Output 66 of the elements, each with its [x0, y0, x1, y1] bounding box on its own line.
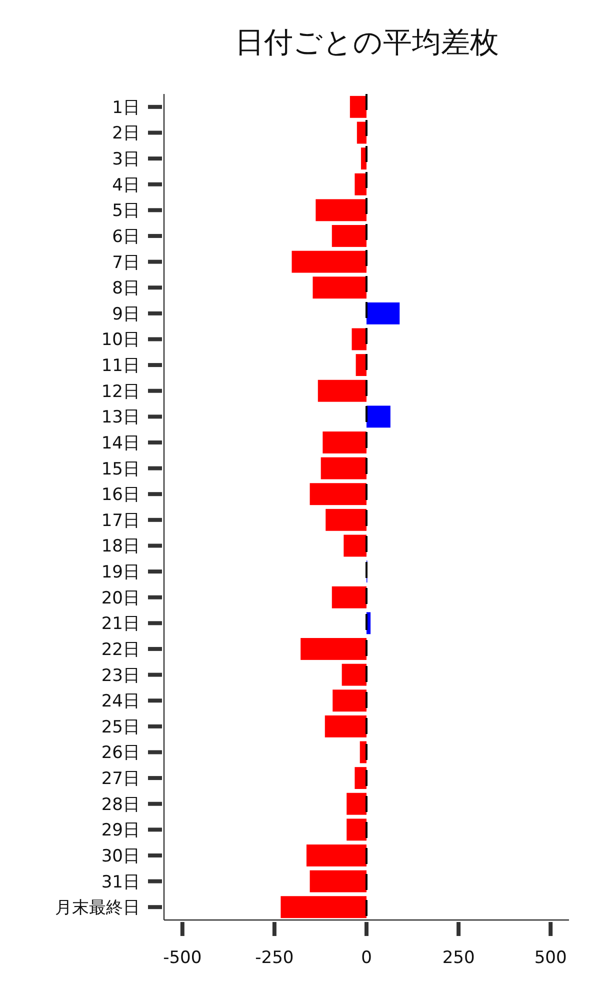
- bar: [366, 302, 400, 324]
- y-tick-label: 1日: [112, 98, 140, 118]
- y-tick-label: 21日: [101, 614, 140, 634]
- x-tick-label: -500: [163, 948, 202, 968]
- bar: [344, 534, 366, 557]
- bar: [346, 792, 366, 815]
- y-tick-label: 28日: [101, 794, 140, 815]
- y-tick-label: 25日: [101, 717, 140, 738]
- y-tick-label: 29日: [101, 820, 140, 841]
- bar: [346, 818, 366, 841]
- bar: [356, 354, 366, 376]
- y-tick-label: 12日: [101, 382, 140, 402]
- y-tick-label: 15日: [101, 459, 140, 480]
- bar: [342, 664, 366, 686]
- y-tick-label: 10日: [101, 330, 140, 350]
- y-tick-label: 9日: [112, 304, 140, 324]
- x-tick-label: 0: [361, 948, 372, 968]
- bar: [352, 328, 366, 350]
- y-tick-label: 8日: [112, 278, 140, 299]
- y-tick-label: 14日: [101, 433, 140, 454]
- bar: [310, 870, 366, 892]
- y-tick-label: 13日: [101, 408, 140, 428]
- y-tick-label: 24日: [101, 692, 140, 712]
- y-tick-label: 5日: [112, 201, 140, 222]
- y-tick-label: 31日: [101, 872, 140, 892]
- bar: [316, 199, 366, 222]
- bar: [356, 122, 366, 144]
- y-tick-label: 17日: [101, 510, 140, 531]
- bar: [324, 715, 366, 738]
- bar: [320, 457, 366, 480]
- x-tick-label: 250: [442, 948, 475, 968]
- y-tick-label: 23日: [101, 666, 140, 686]
- bar: [280, 896, 366, 918]
- y-tick-label: 22日: [101, 640, 140, 660]
- bar: [326, 508, 366, 531]
- y-tick-label: 27日: [101, 769, 140, 790]
- bar: [332, 690, 366, 712]
- y-tick-label: 3日: [112, 150, 140, 170]
- bar: [318, 380, 366, 402]
- y-tick-label: 7日: [112, 252, 140, 273]
- chart-title: 日付ごとの平均差枚: [235, 25, 499, 59]
- y-tick-label: 16日: [101, 485, 140, 506]
- bar: [292, 250, 366, 273]
- y-tick-label: 26日: [101, 743, 140, 764]
- x-tick-label: 500: [534, 948, 567, 968]
- y-tick-label: 19日: [101, 562, 140, 583]
- y-tick-label: 月末最終日: [55, 898, 140, 918]
- y-tick-label: 6日: [112, 226, 140, 247]
- bar: [312, 276, 366, 299]
- bar: [332, 586, 366, 608]
- bar: [354, 173, 366, 196]
- x-tick-label: -250: [255, 948, 294, 968]
- bar: [300, 638, 366, 660]
- y-tick-label: 18日: [101, 536, 140, 557]
- bar: [350, 96, 366, 118]
- bar: [354, 767, 366, 789]
- bar: [322, 432, 366, 454]
- bar: [366, 406, 390, 428]
- y-tick-label: 30日: [101, 846, 140, 866]
- y-tick-label: 2日: [112, 124, 140, 144]
- bar: [310, 483, 366, 506]
- y-tick-label: 11日: [101, 356, 140, 376]
- y-tick-label: 20日: [101, 588, 140, 608]
- y-tick-label: 4日: [112, 175, 140, 196]
- bar: [306, 844, 366, 866]
- bar: [332, 225, 366, 247]
